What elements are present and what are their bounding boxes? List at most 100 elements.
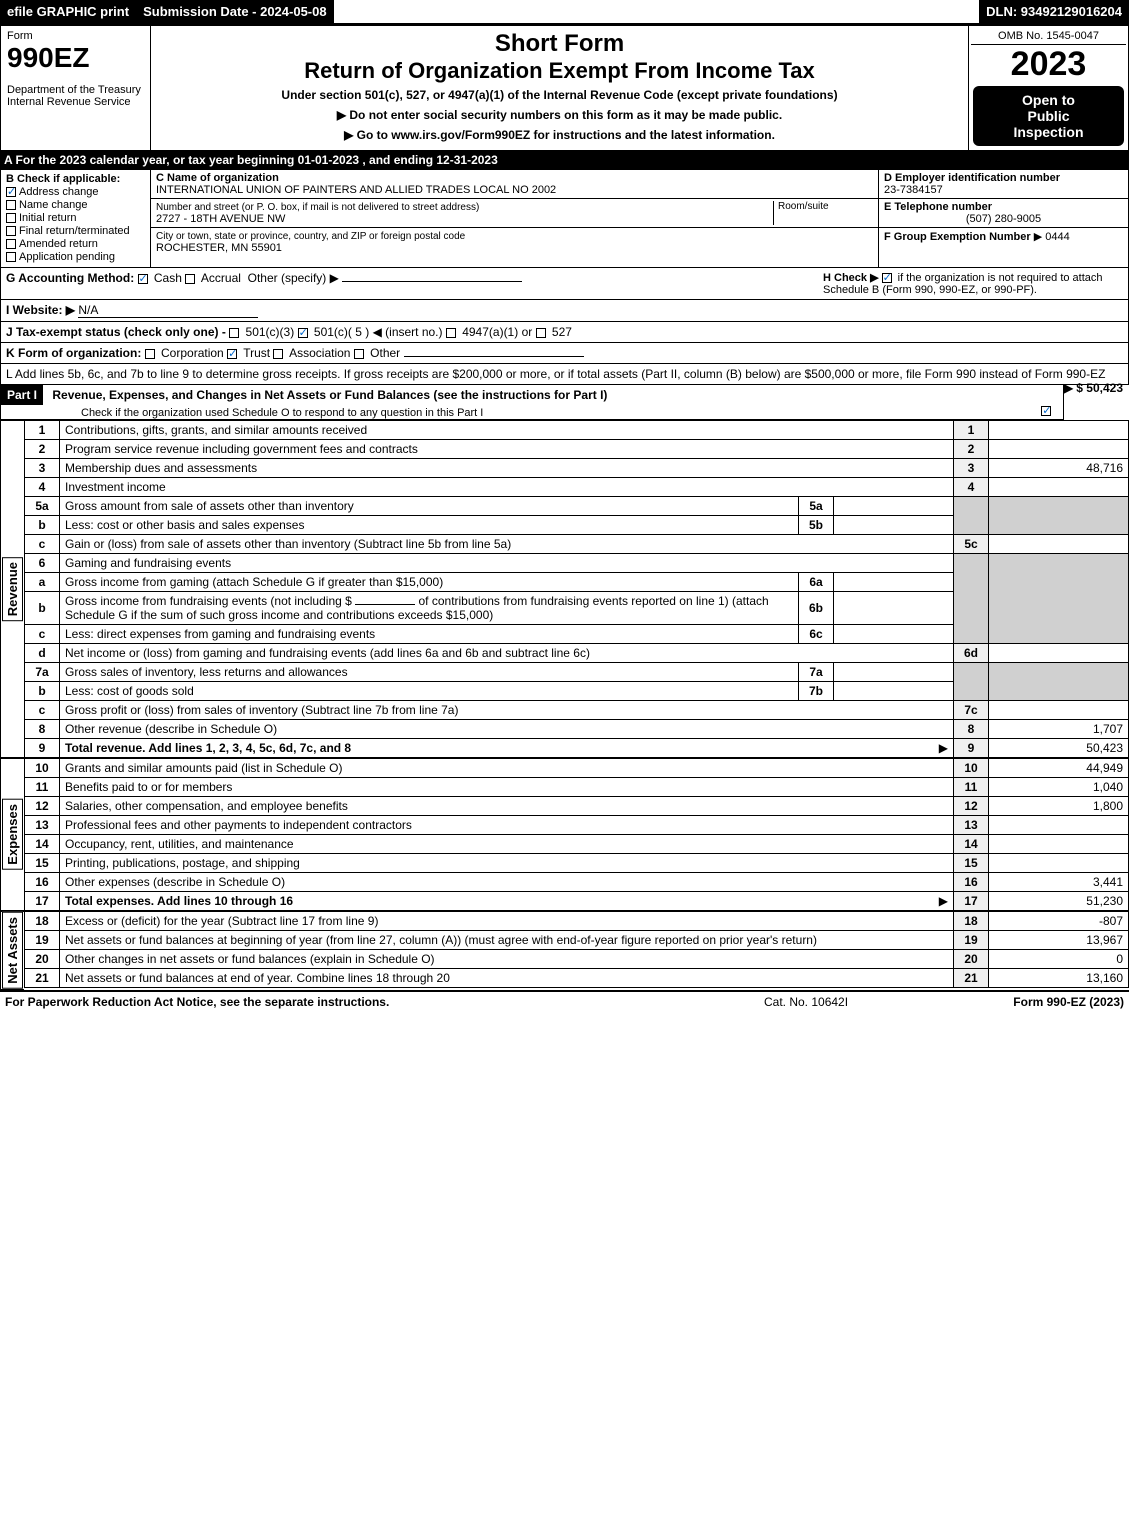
l7c-desc: Gross profit or (loss) from sales of inv… [60, 701, 954, 720]
g-label: G Accounting Method: [6, 271, 134, 285]
l6b-desc: Gross income from fundraising events (no… [60, 592, 799, 625]
tax-year: 2023 [971, 45, 1126, 84]
l3-amt: 48,716 [989, 459, 1129, 478]
subtitle: Under section 501(c), 527, or 4947(a)(1)… [159, 88, 960, 102]
l7b-desc: Less: cost of goods sold [60, 682, 799, 701]
l5a-desc: Gross amount from sale of assets other t… [60, 497, 799, 516]
accrual-label: Accrual [201, 271, 241, 285]
part1-check: Check if the organization used Schedule … [1, 407, 483, 419]
c-label: C Name of organization [156, 172, 279, 184]
k-assoc: Association [289, 346, 350, 360]
l11-desc: Benefits paid to or for members [60, 778, 954, 797]
checkbox-icon [6, 200, 16, 210]
grp-value: ▶ 0444 [1034, 231, 1070, 243]
netassets-section: Net Assets 18Excess or (deficit) for the… [0, 911, 1129, 990]
header-right: OMB No. 1545-0047 2023 Open to Public In… [968, 26, 1128, 150]
short-form-title: Short Form [159, 30, 960, 58]
checkbox-icon [1041, 406, 1051, 416]
j-o4: 527 [552, 325, 572, 339]
checkbox-icon [273, 349, 283, 359]
checkbox-icon [446, 328, 456, 338]
l4-amt [989, 478, 1129, 497]
l18-desc: Excess or (deficit) for the year (Subtra… [60, 912, 954, 931]
row-g-h: G Accounting Method: Cash Accrual Other … [0, 268, 1129, 300]
omb-number: OMB No. 1545-0047 [971, 28, 1126, 45]
checkbox-icon [6, 187, 16, 197]
cash-label: Cash [154, 271, 182, 285]
line-16: 16Other expenses (describe in Schedule O… [25, 873, 1129, 892]
chk-initial: Initial return [6, 212, 145, 224]
l15-amt [989, 854, 1129, 873]
column-b: B Check if applicable: Address change Na… [1, 170, 151, 267]
line-7a: 7aGross sales of inventory, less returns… [25, 663, 1129, 682]
l2-desc: Program service revenue including govern… [60, 440, 954, 459]
checkbox-icon [354, 349, 364, 359]
l21-amt: 13,160 [989, 969, 1129, 988]
row-l: L Add lines 5b, 6c, and 7b to line 9 to … [0, 364, 1129, 385]
revenue-section: Revenue 1Contributions, gifts, grants, a… [0, 420, 1129, 758]
row-k: K Form of organization: Corporation Trus… [0, 343, 1129, 364]
l5b-amt [834, 516, 954, 535]
open1: Open to [979, 92, 1118, 108]
l15-desc: Printing, publications, postage, and shi… [60, 854, 954, 873]
row-j: J Tax-exempt status (check only one) - 5… [0, 322, 1129, 343]
line-19: 19Net assets or fund balances at beginni… [25, 931, 1129, 950]
l6c-amt [834, 625, 954, 644]
name-label: Name change [19, 199, 88, 211]
line-18: 18Excess or (deficit) for the year (Subt… [25, 912, 1129, 931]
open-public-badge: Open to Public Inspection [973, 86, 1124, 146]
street-label: Number and street (or P. O. box, if mail… [156, 202, 479, 213]
l-amount: ▶ $ 50,423 [1064, 381, 1123, 395]
l18-amt: -807 [989, 912, 1129, 931]
amend-label: Amended return [19, 238, 98, 250]
warning-text: ▶ Do not enter social security numbers o… [159, 108, 960, 122]
checkbox-icon [6, 252, 16, 262]
line-6d: dNet income or (loss) from gaming and fu… [25, 644, 1129, 663]
netassets-label-text: Net Assets [2, 912, 23, 989]
l19-desc: Net assets or fund balances at beginning… [60, 931, 954, 950]
line-17: 17Total expenses. Add lines 10 through 1… [25, 892, 1129, 911]
dln-label: DLN: 93492129016204 [979, 0, 1129, 23]
l6a-amt [834, 573, 954, 592]
line-20: 20Other changes in net assets or fund ba… [25, 950, 1129, 969]
room-label: Room/suite [773, 201, 873, 225]
city-value: ROCHESTER, MN 55901 [156, 242, 282, 254]
addr-label: Address change [19, 186, 99, 198]
return-title: Return of Organization Exempt From Incom… [159, 58, 960, 84]
checkbox-icon [6, 213, 16, 223]
page-footer: For Paperwork Reduction Act Notice, see … [0, 990, 1129, 1012]
goto-link[interactable]: ▶ Go to www.irs.gov/Form990EZ for instru… [159, 128, 960, 142]
line-9: 9Total revenue. Add lines 1, 2, 3, 4, 5c… [25, 739, 1129, 758]
k-trust: Trust [243, 346, 270, 360]
footer-left: For Paperwork Reduction Act Notice, see … [5, 995, 764, 1009]
other-label: Other (specify) ▶ [248, 271, 339, 285]
street-address: 2727 - 18TH AVENUE NW [156, 213, 285, 225]
checkbox-icon [6, 239, 16, 249]
app-label: Application pending [19, 251, 115, 263]
footer-center: Cat. No. 10642I [764, 995, 944, 1009]
l7a-amt [834, 663, 954, 682]
j-o3: 4947(a)(1) or [462, 325, 532, 339]
k-other-input [404, 356, 584, 357]
part1-wrap: Part I Revenue, Expenses, and Changes in… [1, 385, 1033, 419]
tel-row: E Telephone number (507) 280-9005 [879, 199, 1128, 228]
line-11: 11Benefits paid to or for members111,040 [25, 778, 1129, 797]
efile-label[interactable]: efile GRAPHIC print [0, 0, 136, 23]
l6b-blank [355, 604, 415, 605]
netassets-table: 18Excess or (deficit) for the year (Subt… [24, 911, 1129, 988]
l2-amt [989, 440, 1129, 459]
chk-pending: Application pending [6, 251, 145, 263]
line-6: 6Gaming and fundraising events [25, 554, 1129, 573]
line-13: 13Professional fees and other payments t… [25, 816, 1129, 835]
column-d: D Employer identification number 23-7384… [878, 170, 1128, 267]
line-15: 15Printing, publications, postage, and s… [25, 854, 1129, 873]
part1-label: Part I [1, 385, 43, 405]
section-h: H Check ▶ if the organization is not req… [823, 271, 1123, 296]
form-number: 990EZ [7, 42, 144, 74]
l12-desc: Salaries, other compensation, and employ… [60, 797, 954, 816]
l1-desc: Contributions, gifts, grants, and simila… [60, 421, 954, 440]
l16-desc: Other expenses (describe in Schedule O) [60, 873, 954, 892]
checkbox-icon [536, 328, 546, 338]
l16-amt: 3,441 [989, 873, 1129, 892]
checkbox-icon [185, 274, 195, 284]
